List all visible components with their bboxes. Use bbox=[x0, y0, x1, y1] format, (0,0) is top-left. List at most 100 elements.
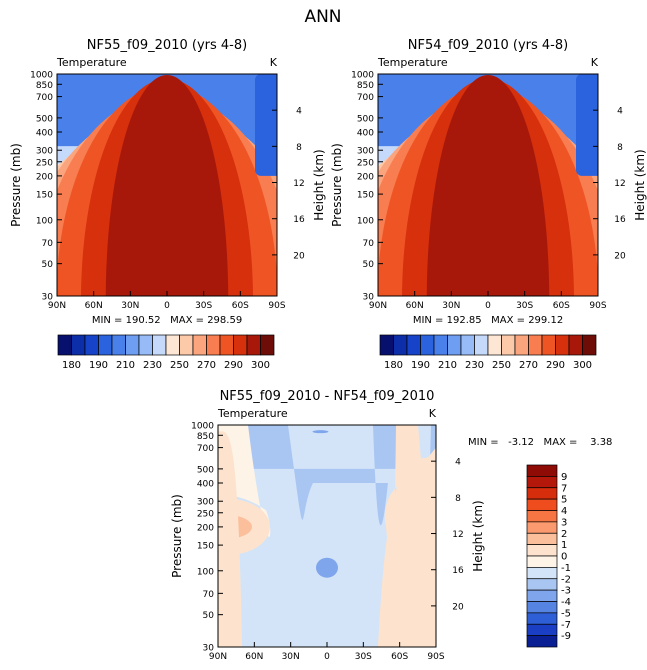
colorbar-label: 300 bbox=[573, 360, 592, 371]
y-tick-label: 500 bbox=[36, 114, 53, 124]
contour-fill bbox=[228, 425, 398, 526]
subtitle-left: Temperature bbox=[377, 56, 448, 69]
colorbar-label: 290 bbox=[224, 360, 243, 371]
colorbar-swatch bbox=[526, 521, 558, 534]
height-axis-label: Height (km) bbox=[633, 149, 647, 220]
contour-fill bbox=[312, 430, 329, 434]
y-tick-label: 50 bbox=[363, 260, 375, 270]
colorbar-swatch bbox=[582, 334, 597, 356]
height-axis-label: Height (km) bbox=[312, 149, 326, 220]
colorbar-swatch bbox=[526, 510, 558, 523]
colorbar-swatch bbox=[526, 464, 558, 477]
y-tick-label: 850 bbox=[36, 81, 53, 91]
contour-field bbox=[218, 425, 436, 647]
y-tick-label: 70 bbox=[42, 239, 54, 249]
x-tick-label: 60N bbox=[406, 301, 424, 311]
colorbar-swatch bbox=[152, 334, 167, 356]
contour-fill bbox=[426, 75, 550, 296]
y-tick-label: 850 bbox=[357, 81, 374, 91]
colorbar-swatch bbox=[71, 334, 86, 356]
y-tick-label: 850 bbox=[197, 432, 214, 442]
colorbar-swatch bbox=[98, 334, 113, 356]
colorbar-swatch bbox=[260, 334, 275, 356]
figure-title: ANN bbox=[304, 7, 341, 27]
colorbar-label: 250 bbox=[492, 360, 511, 371]
colorbar-label: -3 bbox=[561, 586, 571, 597]
y-axis-label: Pressure (mb) bbox=[330, 143, 344, 227]
contour-fill bbox=[218, 431, 242, 647]
colorbar-swatch bbox=[393, 334, 408, 356]
x-tick-label: 90N bbox=[48, 301, 66, 311]
colorbar-swatch bbox=[568, 334, 583, 356]
contour-fill bbox=[105, 75, 229, 296]
y-tick-label: 500 bbox=[357, 114, 374, 124]
x-tick-label: 30S bbox=[516, 301, 533, 311]
y-tick-label: 100 bbox=[36, 216, 53, 226]
colorbar-swatch bbox=[433, 334, 448, 356]
colorbar-label: -1 bbox=[561, 563, 571, 574]
y-tick-label: 50 bbox=[203, 611, 215, 621]
x-tick-label: 60N bbox=[245, 652, 263, 662]
x-tick-label: 60S bbox=[232, 301, 249, 311]
y-tick-label: 50 bbox=[42, 260, 54, 270]
colorbar-swatch bbox=[555, 334, 570, 356]
y-tick-label: 1000 bbox=[30, 71, 53, 81]
colorbar-swatch bbox=[420, 334, 435, 356]
x-tick-label: 0 bbox=[324, 652, 330, 662]
y-tick-label: 150 bbox=[357, 191, 374, 201]
colorbar-swatch bbox=[526, 476, 558, 489]
y-tick-label: 300 bbox=[36, 147, 53, 157]
y-tick-label: 700 bbox=[36, 93, 53, 103]
colorbar-label: 270 bbox=[519, 360, 538, 371]
colorbar-label: 0 bbox=[561, 552, 567, 563]
contour-field bbox=[378, 74, 598, 296]
x-tick-label: 30N bbox=[121, 301, 139, 311]
height-tick-label: 4 bbox=[296, 107, 302, 117]
colorbar-swatch bbox=[233, 334, 248, 356]
contour-fill bbox=[255, 74, 277, 176]
colorbar-swatch bbox=[192, 334, 207, 356]
y-tick-label: 30 bbox=[42, 293, 54, 303]
height-tick-label: 12 bbox=[614, 179, 625, 189]
colorbar-swatch bbox=[526, 578, 558, 591]
colorbar-label: 5 bbox=[561, 495, 567, 506]
height-tick-label: 20 bbox=[614, 251, 626, 261]
y-tick-label: 30 bbox=[363, 293, 375, 303]
height-tick-label: 8 bbox=[296, 143, 302, 153]
y-tick-label: 250 bbox=[197, 509, 214, 519]
colorbar-label: 230 bbox=[465, 360, 484, 371]
colorbar-swatch bbox=[84, 334, 99, 356]
height-tick-label: 20 bbox=[293, 251, 305, 261]
colorbar-label: 1 bbox=[561, 540, 567, 551]
colorbar-label: 300 bbox=[251, 360, 270, 371]
colorbar-swatch bbox=[179, 334, 194, 356]
y-axis-label: Pressure (mb) bbox=[9, 143, 23, 227]
min-max-label: MIN = 192.85 MAX = 299.12 bbox=[413, 315, 563, 326]
y-tick-label: 150 bbox=[197, 542, 214, 552]
contour-fill bbox=[316, 557, 338, 578]
subtitle-left: Temperature bbox=[217, 407, 288, 420]
x-tick-label: 60S bbox=[391, 652, 408, 662]
colorbar-swatch bbox=[379, 334, 394, 356]
colorbar-swatch bbox=[526, 567, 558, 580]
y-tick-label: 300 bbox=[197, 498, 214, 508]
colorbar-label: 4 bbox=[561, 506, 567, 517]
y-tick-label: 100 bbox=[197, 567, 214, 577]
y-tick-label: 1000 bbox=[191, 422, 214, 432]
y-tick-label: 70 bbox=[363, 239, 375, 249]
x-tick-label: 90S bbox=[589, 301, 606, 311]
y-tick-label: 250 bbox=[36, 158, 53, 168]
y-axis-label: Pressure (mb) bbox=[170, 494, 184, 578]
height-tick-label: 8 bbox=[455, 494, 461, 504]
y-tick-label: 400 bbox=[357, 129, 374, 139]
colorbar-swatch bbox=[526, 555, 558, 568]
height-tick-label: 16 bbox=[452, 566, 464, 576]
x-tick-label: 60N bbox=[85, 301, 103, 311]
colorbar-swatch bbox=[526, 498, 558, 511]
contour-fill bbox=[378, 447, 436, 647]
colorbar-swatch bbox=[541, 334, 556, 356]
x-tick-label: 90N bbox=[209, 652, 227, 662]
subtitle-right: K bbox=[270, 56, 278, 69]
colorbar-label: -5 bbox=[561, 608, 571, 619]
